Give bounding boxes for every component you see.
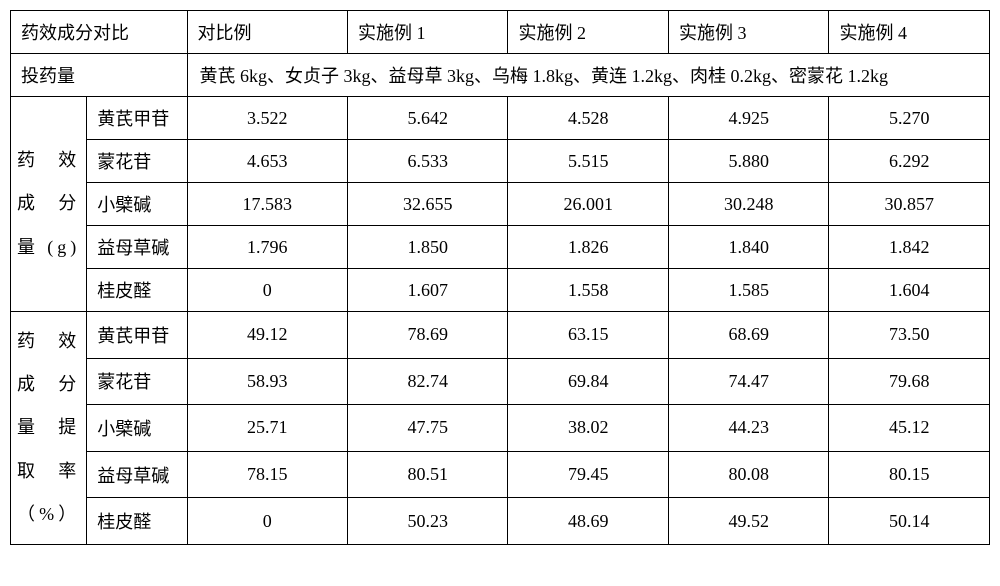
section1-row-1: 蒙花苷 4.653 6.533 5.515 5.880 6.292 <box>11 140 990 183</box>
header-col-4: 实施例 4 <box>829 11 990 54</box>
section1-row-4-name: 桂皮醛 <box>87 269 187 312</box>
section1-row-0-val-1: 5.642 <box>348 97 508 140</box>
section2-row-0-val-3: 68.69 <box>668 312 828 359</box>
section2-row-2-val-1: 47.75 <box>348 405 508 452</box>
section2-row-0: 药效成分量提取率（%） 黄芪甲苷 49.12 78.69 63.15 68.69… <box>11 312 990 359</box>
section2-row-1-val-2: 69.84 <box>508 358 668 405</box>
section2-row-1-val-0: 58.93 <box>187 358 347 405</box>
section2-row-1-name: 蒙花苷 <box>87 358 187 405</box>
section1-row-2-val-0: 17.583 <box>187 183 347 226</box>
section1-row-2-val-4: 30.857 <box>829 183 990 226</box>
section1-row-0-val-4: 5.270 <box>829 97 990 140</box>
section2-row-3-val-0: 78.15 <box>187 451 347 498</box>
section1-row-3-val-3: 1.840 <box>668 226 828 269</box>
section2-row-0-val-0: 49.12 <box>187 312 347 359</box>
section2-row-1-val-1: 82.74 <box>348 358 508 405</box>
dosage-row: 投药量 黄芪 6kg、女贞子 3kg、益母草 3kg、乌梅 1.8kg、黄连 1… <box>11 54 990 97</box>
section1-row-3-name: 益母草碱 <box>87 226 187 269</box>
section1-row-2-name: 小檗碱 <box>87 183 187 226</box>
section2-row-2: 小檗碱 25.71 47.75 38.02 44.23 45.12 <box>11 405 990 452</box>
section1-label: 药效成分量(g) <box>11 97 87 312</box>
section2-row-0-val-4: 73.50 <box>829 312 990 359</box>
section2-row-0-name: 黄芪甲苷 <box>87 312 187 359</box>
header-col-2: 实施例 2 <box>508 11 668 54</box>
section2-row-4-name: 桂皮醛 <box>87 498 187 545</box>
header-row: 药效成分对比 对比例 实施例 1 实施例 2 实施例 3 实施例 4 <box>11 11 990 54</box>
section2-row-4-val-1: 50.23 <box>348 498 508 545</box>
section1-row-0-val-0: 3.522 <box>187 97 347 140</box>
section1-row-0-val-3: 4.925 <box>668 97 828 140</box>
section2-row-4-val-0: 0 <box>187 498 347 545</box>
section1-row-4-val-1: 1.607 <box>348 269 508 312</box>
section1-row-1-val-2: 5.515 <box>508 140 668 183</box>
dosage-value: 黄芪 6kg、女贞子 3kg、益母草 3kg、乌梅 1.8kg、黄连 1.2kg… <box>187 54 989 97</box>
section1-row-4-val-4: 1.604 <box>829 269 990 312</box>
section2-row-2-val-3: 44.23 <box>668 405 828 452</box>
section1-row-3: 益母草碱 1.796 1.850 1.826 1.840 1.842 <box>11 226 990 269</box>
section1-row-2: 小檗碱 17.583 32.655 26.001 30.248 30.857 <box>11 183 990 226</box>
section2-label: 药效成分量提取率（%） <box>11 312 87 545</box>
section2-row-4-val-3: 49.52 <box>668 498 828 545</box>
section2-row-1-val-4: 79.68 <box>829 358 990 405</box>
header-col-3: 实施例 3 <box>668 11 828 54</box>
section1-row-3-val-0: 1.796 <box>187 226 347 269</box>
section1-row-2-val-1: 32.655 <box>348 183 508 226</box>
section2-row-3-val-3: 80.08 <box>668 451 828 498</box>
section1-row-3-val-1: 1.850 <box>348 226 508 269</box>
section1-row-1-val-1: 6.533 <box>348 140 508 183</box>
section1-row-0: 药效成分量(g) 黄芪甲苷 3.522 5.642 4.528 4.925 5.… <box>11 97 990 140</box>
section1-row-0-name: 黄芪甲苷 <box>87 97 187 140</box>
header-col-0: 对比例 <box>187 11 347 54</box>
section1-row-4-val-0: 0 <box>187 269 347 312</box>
section2-row-2-val-2: 38.02 <box>508 405 668 452</box>
section2-row-2-val-4: 45.12 <box>829 405 990 452</box>
section1-row-4: 桂皮醛 0 1.607 1.558 1.585 1.604 <box>11 269 990 312</box>
section1-row-2-val-3: 30.248 <box>668 183 828 226</box>
section1-row-1-name: 蒙花苷 <box>87 140 187 183</box>
section1-row-1-val-3: 5.880 <box>668 140 828 183</box>
section1-row-1-val-0: 4.653 <box>187 140 347 183</box>
section1-row-0-val-2: 4.528 <box>508 97 668 140</box>
dosage-label: 投药量 <box>11 54 188 97</box>
section2-row-0-val-2: 63.15 <box>508 312 668 359</box>
section2-row-4-val-4: 50.14 <box>829 498 990 545</box>
section2-row-3-val-1: 80.51 <box>348 451 508 498</box>
section1-row-2-val-2: 26.001 <box>508 183 668 226</box>
header-title: 药效成分对比 <box>11 11 188 54</box>
section2-row-4: 桂皮醛 0 50.23 48.69 49.52 50.14 <box>11 498 990 545</box>
section2-row-3-val-4: 80.15 <box>829 451 990 498</box>
section2-row-3: 益母草碱 78.15 80.51 79.45 80.08 80.15 <box>11 451 990 498</box>
section2-row-0-val-1: 78.69 <box>348 312 508 359</box>
section2-row-2-val-0: 25.71 <box>187 405 347 452</box>
section2-row-1: 蒙花苷 58.93 82.74 69.84 74.47 79.68 <box>11 358 990 405</box>
section1-row-4-val-3: 1.585 <box>668 269 828 312</box>
comparison-table: 药效成分对比 对比例 实施例 1 实施例 2 实施例 3 实施例 4 投药量 黄… <box>10 10 990 545</box>
section1-row-4-val-2: 1.558 <box>508 269 668 312</box>
section2-row-3-name: 益母草碱 <box>87 451 187 498</box>
section1-row-3-val-4: 1.842 <box>829 226 990 269</box>
section2-row-2-name: 小檗碱 <box>87 405 187 452</box>
section1-row-1-val-4: 6.292 <box>829 140 990 183</box>
header-col-1: 实施例 1 <box>348 11 508 54</box>
section2-row-4-val-2: 48.69 <box>508 498 668 545</box>
section1-row-3-val-2: 1.826 <box>508 226 668 269</box>
section2-row-1-val-3: 74.47 <box>668 358 828 405</box>
section2-row-3-val-2: 79.45 <box>508 451 668 498</box>
